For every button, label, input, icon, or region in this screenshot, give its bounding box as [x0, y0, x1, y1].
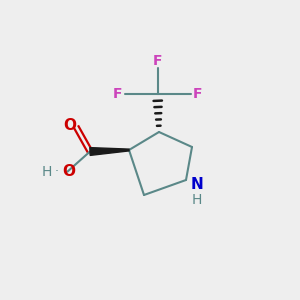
Text: ·: ·: [54, 165, 58, 178]
Text: O: O: [62, 164, 76, 179]
Polygon shape: [90, 148, 129, 155]
Text: F: F: [153, 54, 162, 68]
Text: F: F: [193, 88, 202, 101]
Text: F: F: [113, 88, 122, 101]
Text: O: O: [63, 118, 76, 134]
Text: H: H: [191, 194, 202, 207]
Text: H: H: [41, 165, 52, 178]
Text: N: N: [190, 177, 203, 192]
